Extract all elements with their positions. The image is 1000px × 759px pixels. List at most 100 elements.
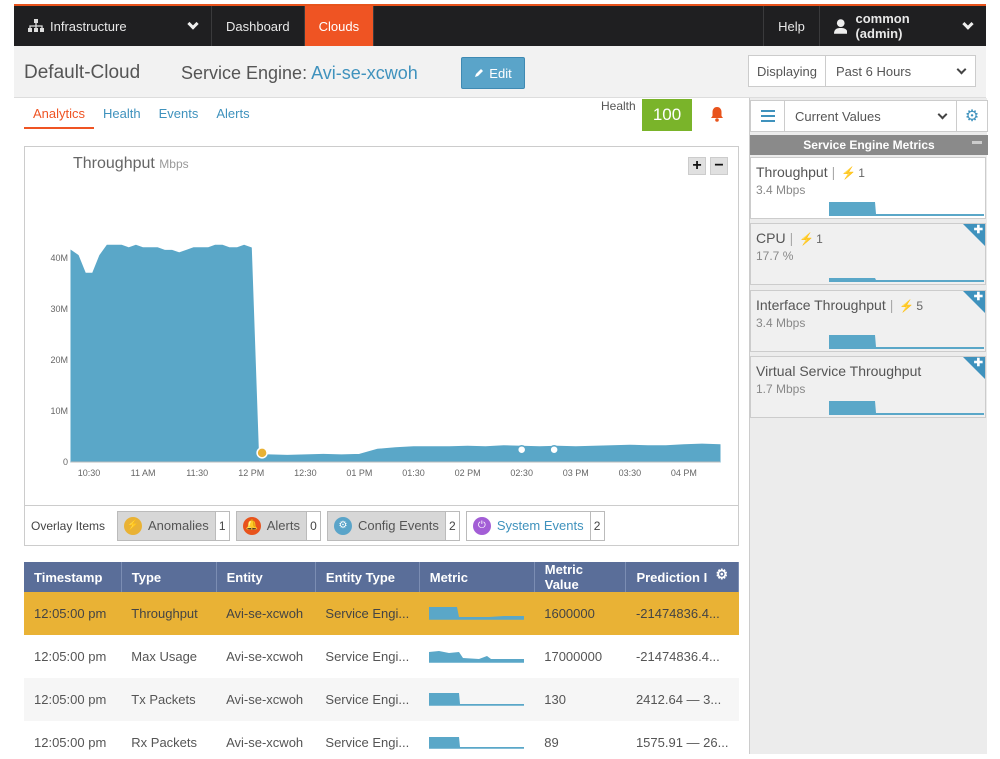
metric-name-row: Throughput | ⚡ 1 bbox=[756, 164, 865, 180]
table-cell: Rx Packets bbox=[131, 735, 198, 750]
collapse-icon[interactable] bbox=[972, 141, 982, 144]
table-cell: 12:05:00 pm bbox=[24, 678, 122, 721]
plus-icon[interactable]: ✚ bbox=[973, 291, 983, 303]
config-marker[interactable] bbox=[549, 444, 559, 455]
corner-badge bbox=[963, 291, 985, 313]
tab-health[interactable]: Health bbox=[103, 106, 141, 121]
metric-name: CPU bbox=[756, 230, 786, 246]
column-header-prediction[interactable]: Prediction I ⚙ bbox=[625, 562, 739, 592]
sidebar-toolbar: Current Values ⚙ bbox=[750, 100, 988, 132]
edit-button[interactable]: Edit bbox=[461, 57, 525, 89]
nav-clouds[interactable]: Clouds bbox=[304, 6, 375, 46]
tab-bar: Analytics Health Events Alerts bbox=[24, 104, 259, 129]
page-header: Default-Cloud Service Engine: Avi-se-xcw… bbox=[14, 46, 986, 98]
user-menu[interactable]: common (admin) bbox=[820, 6, 986, 46]
table-cell: 12:05:00 pm bbox=[24, 592, 122, 635]
health-label: Health bbox=[601, 99, 636, 113]
table-cell: Max Usage bbox=[131, 649, 198, 664]
gear-icon: ⚙ bbox=[333, 516, 352, 535]
table-row[interactable]: 12:05:00 pm Throughput Avi-se-xcwoh Service… bbox=[24, 592, 739, 635]
x-tick-label: 01:30 bbox=[402, 468, 425, 478]
column-header[interactable]: Metric bbox=[419, 562, 535, 592]
column-header-label: Prediction I bbox=[636, 569, 708, 585]
tab-events[interactable]: Events bbox=[158, 106, 199, 121]
time-range-select[interactable]: Displaying Past 6 Hours bbox=[748, 55, 976, 87]
overlay-anomalies-toggle[interactable]: ⚡ Anomalies 1 bbox=[117, 510, 230, 541]
settings-button[interactable]: ⚙ bbox=[957, 101, 987, 131]
chart-title-text: Throughput bbox=[73, 155, 155, 172]
zoom-out-button[interactable]: − bbox=[710, 157, 728, 175]
zoom-in-button[interactable]: + bbox=[688, 157, 706, 175]
health-score-badge[interactable]: 100 bbox=[642, 99, 692, 131]
overlay-label: Alerts bbox=[266, 518, 300, 533]
column-header[interactable]: Timestamp bbox=[24, 562, 122, 592]
metric-name: Virtual Service Throughput bbox=[756, 363, 922, 379]
cloud-name: Default-Cloud bbox=[24, 62, 141, 83]
metric-name-row: Virtual Service Throughput bbox=[756, 363, 921, 379]
values-select[interactable]: Current Values bbox=[785, 101, 957, 131]
separator: | bbox=[889, 297, 894, 313]
table-cell: Service Engi... bbox=[315, 678, 420, 721]
overlay-title: Overlay Items bbox=[31, 518, 106, 533]
metric-sparkline bbox=[829, 202, 984, 216]
metric-name-row: CPU | ⚡ 1 bbox=[756, 230, 823, 246]
hamburger-icon bbox=[760, 110, 775, 122]
plus-icon[interactable]: ✚ bbox=[973, 224, 983, 236]
table-cell: 1575.91 — 26... bbox=[635, 735, 729, 750]
help-button[interactable]: Help bbox=[764, 6, 820, 46]
chart-plot[interactable]: 0 10M 20M 30M 40M 10:30 11 AM 11:30 12 PM 12:30 01… bbox=[25, 147, 740, 507]
metric-sparkline bbox=[829, 401, 984, 415]
chevron-down-icon bbox=[187, 18, 199, 30]
table-row[interactable]: 12:05:00 pm Max Usage Avi-se-xcwoh Service … bbox=[24, 635, 739, 678]
x-tick-label: 12:30 bbox=[294, 468, 317, 478]
table-cell: Service Engi... bbox=[325, 649, 410, 664]
table-row[interactable]: 12:05:00 pm Rx Packets Avi-se-xcwoh Service… bbox=[24, 721, 739, 759]
separator: | bbox=[789, 230, 794, 246]
table-cell: 2412.64 — 3... bbox=[625, 678, 739, 721]
menu-button[interactable] bbox=[751, 101, 785, 131]
table-cell: Service Engi... bbox=[325, 735, 410, 750]
overlay-system-events-toggle[interactable]: ⏻ System Events 2 bbox=[465, 510, 605, 541]
metric-value: 3.4 Mbps bbox=[756, 183, 806, 197]
overlay-alerts-toggle[interactable]: 🔔 Alerts 0 bbox=[235, 510, 321, 541]
x-tick-label: 12 PM bbox=[238, 468, 264, 478]
tab-alerts[interactable]: Alerts bbox=[216, 106, 250, 121]
column-header[interactable]: Entity bbox=[216, 562, 316, 592]
metric-sparkline bbox=[419, 678, 535, 721]
metric-value: 3.4 Mbps bbox=[756, 316, 806, 330]
column-header[interactable]: Entity Type bbox=[315, 562, 420, 592]
bolt-icon: ⚡ bbox=[841, 166, 857, 180]
column-header[interactable]: Metric Value bbox=[534, 562, 627, 592]
anomaly-marker[interactable] bbox=[256, 447, 268, 459]
overlay-count: 2 bbox=[444, 511, 459, 540]
table-row[interactable]: 12:05:00 pm Tx Packets Avi-se-xcwoh Service… bbox=[24, 678, 739, 721]
metric-card[interactable]: Throughput | ⚡ 1 3.4 Mbps bbox=[750, 157, 986, 219]
metric-card[interactable]: CPU | ⚡ 1 17.7 % ✚ bbox=[750, 223, 986, 285]
throughput-chart: Throughput Mbps + − 0 10M 20M 30M 40M 10:30 11… bbox=[24, 146, 739, 506]
throughput-area-series bbox=[70, 244, 721, 463]
overlay-config-events-toggle[interactable]: ⚙ Config Events 2 bbox=[326, 510, 460, 541]
table-cell: 17000000 bbox=[544, 649, 603, 664]
nav-dashboard[interactable]: Dashboard bbox=[212, 6, 305, 46]
x-tick-label: 02 PM bbox=[455, 468, 481, 478]
gear-icon[interactable]: ⚙ bbox=[715, 566, 728, 582]
y-tick-label: 20M bbox=[50, 355, 68, 365]
plus-icon[interactable]: ✚ bbox=[973, 357, 983, 369]
bell-icon[interactable] bbox=[709, 106, 725, 122]
infrastructure-label: Infrastructure bbox=[50, 18, 127, 34]
tab-analytics[interactable]: Analytics bbox=[24, 104, 95, 129]
table-cell: Throughput bbox=[121, 592, 217, 635]
table-cell: Avi-se-xcwoh bbox=[226, 735, 304, 750]
table-cell: 12:05:00 pm bbox=[34, 649, 107, 664]
values-select-label: Current Values bbox=[795, 108, 881, 124]
bell-icon: 🔔 bbox=[242, 516, 261, 535]
metric-sparkline bbox=[829, 278, 984, 282]
config-marker[interactable] bbox=[516, 444, 527, 455]
table-cell: -21474836.4... bbox=[625, 592, 739, 635]
metric-card[interactable]: Virtual Service Throughput 1.7 Mbps ✚ bbox=[750, 356, 986, 418]
infrastructure-menu[interactable]: Infrastructure bbox=[14, 6, 212, 46]
metric-card[interactable]: Interface Throughput | ⚡ 5 3.4 Mbps ✚ bbox=[750, 290, 986, 352]
bolt-icon: ⚡ bbox=[799, 232, 815, 246]
metric-sparkline bbox=[419, 721, 534, 759]
column-header[interactable]: Type bbox=[121, 562, 217, 592]
